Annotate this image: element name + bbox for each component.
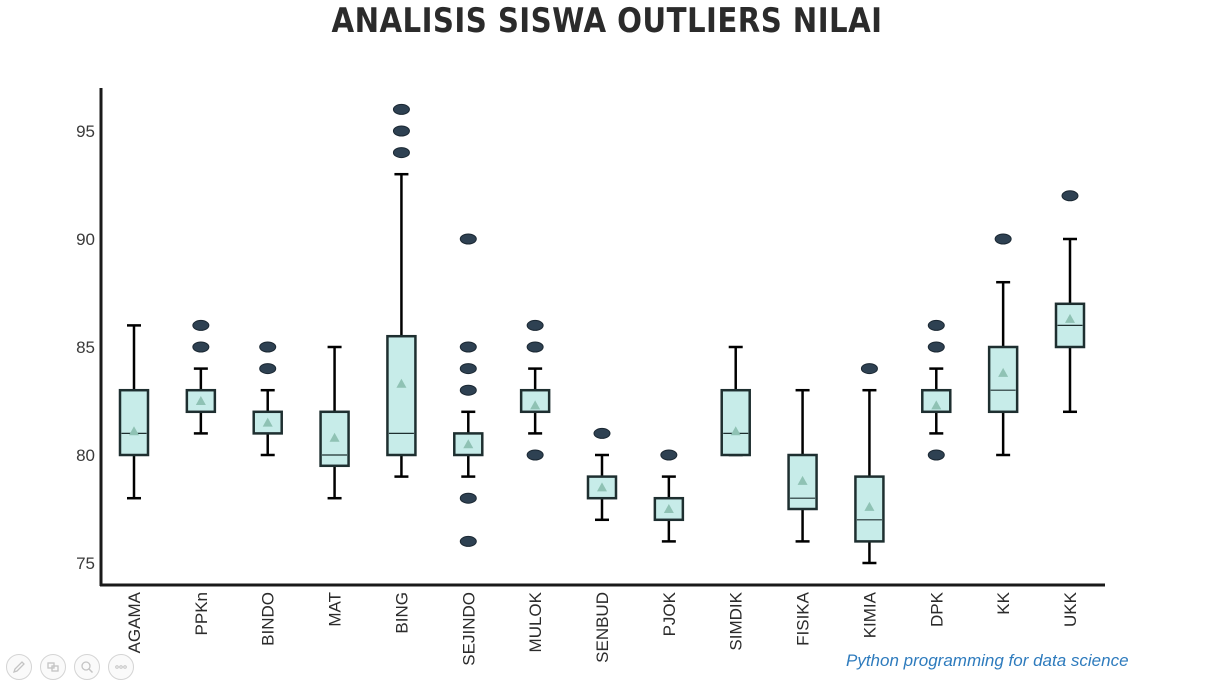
mean-marker xyxy=(530,400,541,410)
outlier-point xyxy=(860,363,878,375)
chart-title: ANALISIS SISWA OUTLIERS NILAI xyxy=(331,1,883,41)
x-tick-label: SENBUD xyxy=(593,592,612,663)
y-tick-label: 95 xyxy=(76,122,95,141)
y-tick-label: 85 xyxy=(76,338,95,357)
box-iqr xyxy=(720,388,751,457)
x-tick-label: MULOK xyxy=(526,591,545,652)
mean-marker xyxy=(864,501,875,511)
x-tick-label: PPKn xyxy=(192,592,211,635)
outlier-point xyxy=(459,363,477,375)
outlier-point xyxy=(927,341,945,353)
outlier-point xyxy=(593,427,611,439)
x-tick-label: BING xyxy=(392,592,411,634)
outlier-point xyxy=(994,233,1012,245)
mean-marker xyxy=(262,417,273,427)
box-group-ukk xyxy=(1054,190,1086,414)
footer-caption: Python programming for data science xyxy=(846,651,1129,670)
outlier-point xyxy=(459,233,477,245)
outlier-point xyxy=(660,449,678,461)
outlier-point xyxy=(526,449,544,461)
outlier-point xyxy=(927,319,945,331)
outlier-point xyxy=(459,492,477,504)
mean-marker xyxy=(730,426,741,436)
mean-marker xyxy=(998,367,1009,377)
mean-marker xyxy=(931,400,942,410)
outlier-point xyxy=(1061,190,1079,202)
box-iqr xyxy=(386,334,417,457)
mean-marker xyxy=(797,475,808,485)
mean-marker xyxy=(596,482,607,492)
outlier-point xyxy=(927,449,945,461)
plot-area xyxy=(118,103,1086,565)
outlier-point xyxy=(392,125,410,137)
x-tick-label: AGAMA xyxy=(125,591,144,653)
box-group-simdik xyxy=(720,345,751,457)
box-group-sejindo xyxy=(453,233,484,547)
box-group-pjok xyxy=(653,449,685,543)
box-iqr xyxy=(118,388,150,457)
mean-marker xyxy=(463,439,474,449)
outlier-point xyxy=(259,341,277,353)
x-tick-label: BINDO xyxy=(259,592,278,646)
box-group-bing xyxy=(386,103,417,478)
outlier-point xyxy=(526,319,544,331)
outlier-point xyxy=(526,341,544,353)
zoom-icon[interactable] xyxy=(74,654,100,680)
outlier-point xyxy=(392,103,410,115)
slides-icon[interactable] xyxy=(40,654,66,680)
box-group-mulok xyxy=(519,319,551,461)
box-group-agama xyxy=(118,324,150,500)
x-tick-label: DPK xyxy=(927,591,946,627)
outlier-point xyxy=(392,147,410,159)
mean-marker xyxy=(195,396,206,405)
x-axis-ticks: AGAMA PPKn BINDO MAT BING SEJINDO MULOK SENBUD P… xyxy=(125,591,1080,665)
box-group-kk xyxy=(987,233,1019,457)
x-tick-label: MAT xyxy=(326,592,345,627)
mean-marker xyxy=(663,504,674,513)
pen-icon[interactable] xyxy=(6,654,32,680)
box-group-bindo xyxy=(252,341,283,457)
x-tick-label: KIMIA xyxy=(860,591,879,638)
box-group-kimia xyxy=(854,363,885,565)
mean-marker xyxy=(396,378,407,388)
box-group-fisika xyxy=(787,388,818,543)
box-group-senbud xyxy=(586,427,618,522)
x-tick-label: FISIKA xyxy=(794,591,813,646)
x-tick-label: SIMDIK xyxy=(727,591,746,650)
outlier-point xyxy=(459,384,477,396)
y-tick-label: 90 xyxy=(76,230,95,249)
outlier-point xyxy=(192,319,210,331)
mean-marker xyxy=(329,432,340,442)
x-tick-label: KK xyxy=(994,591,1013,614)
x-tick-label: UKK xyxy=(1061,591,1080,627)
outlier-point xyxy=(459,341,477,353)
mean-marker xyxy=(129,426,139,436)
box-group-mat xyxy=(319,345,350,500)
viewer-controls xyxy=(6,654,134,680)
y-axis-ticks: 75 80 85 90 95 xyxy=(76,122,95,573)
outlier-point xyxy=(192,341,210,353)
x-tick-label: SEJINDO xyxy=(459,592,478,666)
x-tick-label: PJOK xyxy=(660,591,679,636)
y-tick-label: 75 xyxy=(76,554,95,573)
mean-marker xyxy=(1064,313,1075,323)
outlier-point xyxy=(259,363,277,375)
outlier-point xyxy=(459,535,477,547)
box-group-ppkn xyxy=(185,319,217,435)
box-iqr xyxy=(987,345,1019,414)
y-tick-label: 80 xyxy=(76,446,95,465)
more-icon[interactable] xyxy=(108,654,134,680)
box-group-dpk xyxy=(921,319,952,461)
